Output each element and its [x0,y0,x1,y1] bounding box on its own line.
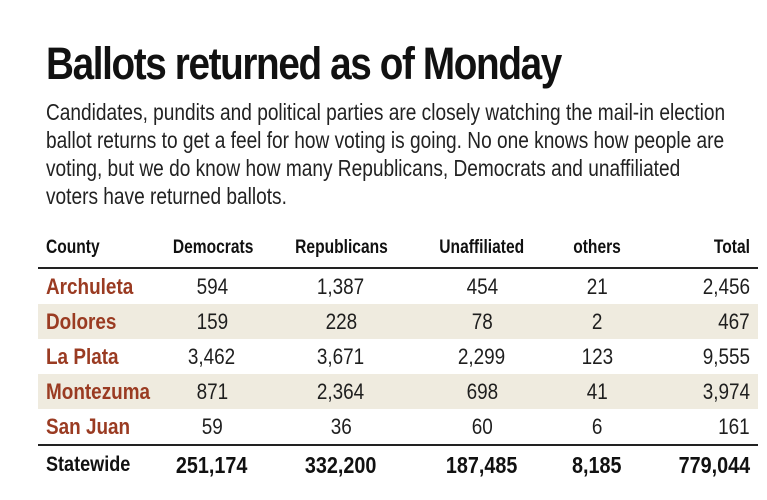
cell-value: 228 [325,308,357,334]
table-header-row: County Democrats Republicans Unaffiliated ot… [38,229,758,269]
cell-total: 467 [644,304,758,339]
cell-unaffiliated: 2,299 [414,339,550,374]
cell-county: Archuleta [38,268,156,304]
cell-unaffiliated: 78 [414,304,550,339]
column-header-label: Republicans [294,237,388,258]
cell-county: Statewide [38,444,156,484]
cell-county: San Juan [38,409,156,445]
cell-total: 779,044 [644,444,758,484]
cell-total: 3,974 [644,374,758,409]
cell-value: 123 [581,343,613,369]
column-header-county: County [38,229,156,269]
cell-value: 2,364 [317,378,365,404]
cell-democrats: 159 [156,304,268,339]
ballot-returns-table: County Democrats Republicans Unaffiliated ot… [38,229,758,484]
cell-value: 21 [586,273,608,299]
cell-unaffiliated: 698 [414,374,550,409]
table-row: San Juan 59 36 60 6 161 [38,409,758,445]
cell-value: 9,555 [702,343,750,369]
cell-value: 1,387 [317,273,365,299]
cell-total: 2,456 [644,268,758,304]
chart-title: Ballots returned as of Monday [46,38,562,89]
cell-republicans: 36 [268,409,414,445]
cell-republicans: 332,200 [268,444,414,484]
cell-value: 6 [591,413,603,439]
cell-value: La Plata [46,343,119,369]
statewide-total-row: Statewide 251,174 332,200 187,485 8,185 779,0… [38,444,758,484]
cell-value: 187,485 [446,451,518,478]
cell-total: 9,555 [644,339,758,374]
cell-value: 251,174 [176,451,248,478]
cell-republicans: 228 [268,304,414,339]
cell-others: 6 [550,409,644,445]
cell-others: 41 [550,374,644,409]
cell-others: 2 [550,304,644,339]
table-row: Dolores 159 228 78 2 467 [38,304,758,339]
cell-others: 123 [550,339,644,374]
column-header-label: Total [713,237,750,258]
cell-value: San Juan [46,413,131,439]
cell-value: 3,974 [702,378,750,404]
table-body: Archuleta 594 1,387 454 21 2,456 Dolores 159 228… [38,268,758,484]
cell-value: Dolores [46,308,117,334]
cell-total: 161 [644,409,758,445]
column-header-label: County [46,237,100,258]
cell-value: Montezuma [46,378,151,404]
cell-county: Dolores [38,304,156,339]
cell-value: 3,462 [188,343,236,369]
cell-value: 332,200 [305,451,377,478]
cell-value: 161 [718,413,750,439]
cell-unaffiliated: 187,485 [414,444,550,484]
cell-value: 594 [196,273,228,299]
cell-democrats: 251,174 [156,444,268,484]
chart-description: Candidates, pundits and political partie… [46,99,726,209]
cell-value: 698 [466,378,498,404]
cell-value: 2,456 [702,273,750,299]
cell-value: 2,299 [458,343,506,369]
cell-value: 779,044 [678,451,750,478]
cell-republicans: 2,364 [268,374,414,409]
cell-value: 467 [718,308,750,334]
column-header-label: others [573,237,621,258]
cell-value: Statewide [46,453,131,476]
column-header-total: Total [644,229,758,269]
column-header-unaffiliated: Unaffiliated [414,229,550,269]
cell-value: 41 [586,378,608,404]
cell-democrats: 3,462 [156,339,268,374]
cell-value: 2 [591,308,603,334]
column-header-others: others [550,229,644,269]
column-header-label: Democrats [172,237,254,258]
cell-county: Montezuma [38,374,156,409]
cell-value: Archuleta [46,273,134,299]
cell-value: 454 [466,273,498,299]
cell-others: 8,185 [550,444,644,484]
cell-democrats: 871 [156,374,268,409]
cell-value: 3,671 [317,343,365,369]
cell-unaffiliated: 60 [414,409,550,445]
cell-value: 8,185 [572,451,622,478]
cell-value: 36 [330,413,352,439]
cell-democrats: 59 [156,409,268,445]
table-row: Archuleta 594 1,387 454 21 2,456 [38,268,758,304]
cell-value: 159 [196,308,228,334]
column-header-democrats: Democrats [156,229,268,269]
cell-others: 21 [550,268,644,304]
cell-value: 59 [201,413,223,439]
table-row: La Plata 3,462 3,671 2,299 123 9,555 [38,339,758,374]
cell-value: 871 [196,378,228,404]
cell-value: 60 [471,413,493,439]
column-header-label: Unaffiliated [439,237,525,258]
cell-county: La Plata [38,339,156,374]
cell-republicans: 3,671 [268,339,414,374]
table-row: Montezuma 871 2,364 698 41 3,974 [38,374,758,409]
cell-republicans: 1,387 [268,268,414,304]
column-header-republicans: Republicans [268,229,414,269]
cell-value: 78 [471,308,493,334]
cell-democrats: 594 [156,268,268,304]
cell-unaffiliated: 454 [414,268,550,304]
